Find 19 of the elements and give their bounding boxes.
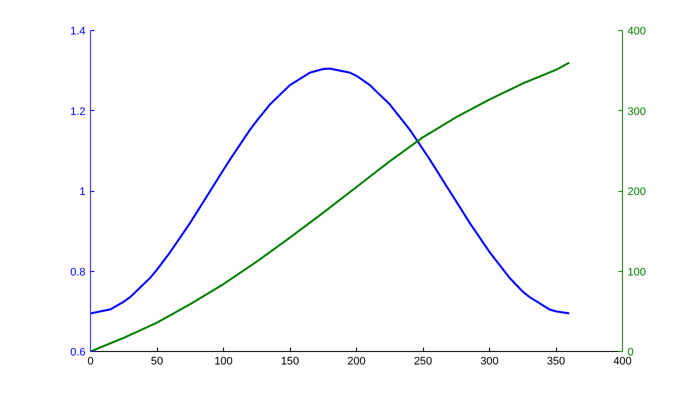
y-tick-label: 1 — [79, 186, 86, 198]
x-tick-label: 250 — [414, 356, 432, 368]
x-tick-label: 150 — [280, 356, 300, 368]
y2-tick-label: 300 — [628, 106, 646, 118]
x-tick-label: 0 — [87, 356, 94, 368]
x-tick-label: 50 — [150, 356, 164, 368]
y-tick-label: 0.6 — [70, 346, 86, 358]
y-tick-label: 0.8 — [70, 266, 86, 278]
y2-tick-label: 200 — [628, 186, 646, 198]
x-tick-label: 400 — [613, 356, 632, 368]
y-tick-label: 1.2 — [70, 106, 86, 118]
x-tick-label: 100 — [214, 356, 233, 368]
y2-tick-label: 100 — [628, 266, 646, 278]
x-tick-label: 200 — [347, 356, 366, 368]
y-tick-label: 1.4 — [70, 26, 86, 38]
y2-tick-label: 400 — [628, 26, 646, 38]
y2-tick-label: 0 — [628, 346, 634, 358]
x-tick-label: 350 — [546, 356, 566, 368]
x-tick-label: 300 — [480, 356, 499, 368]
